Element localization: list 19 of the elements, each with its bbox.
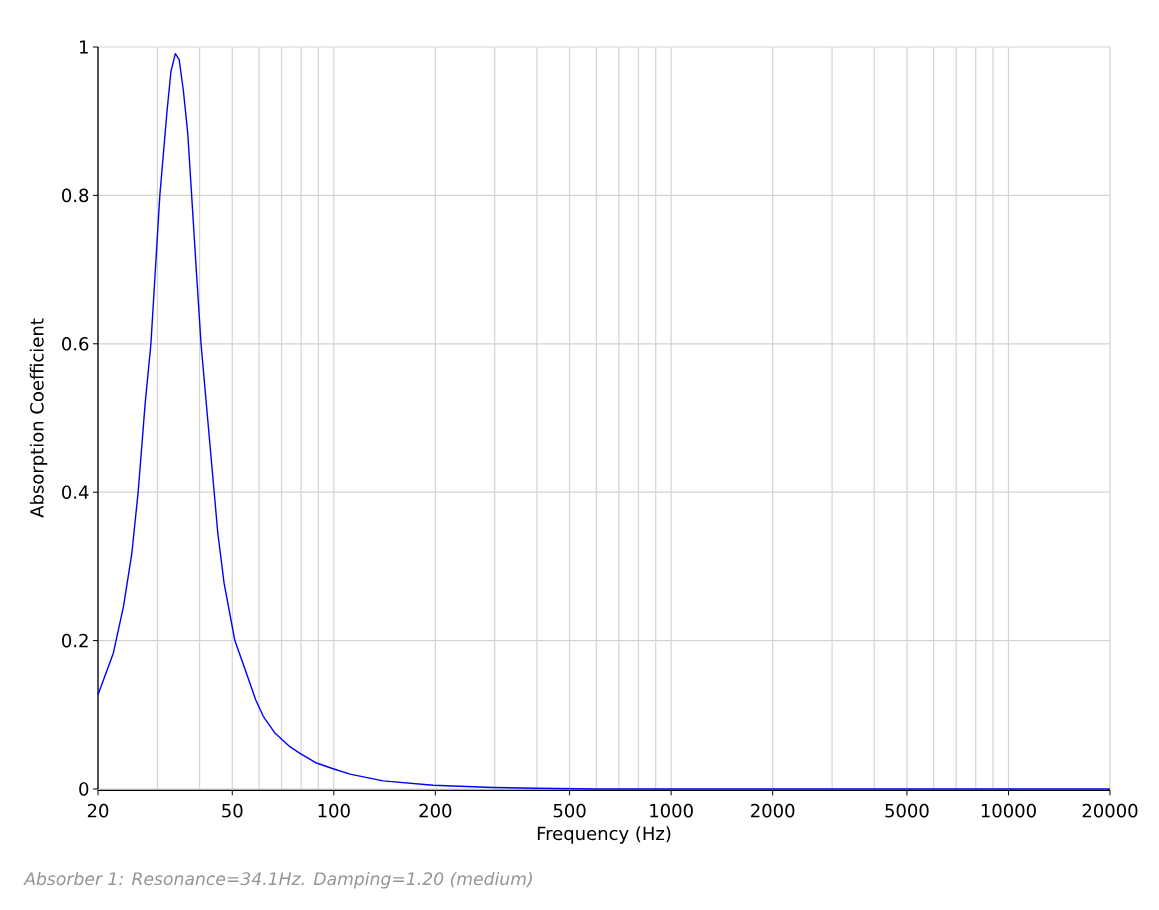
y-tick-label: 0: [79, 782, 89, 796]
y-tick-label: 0.8: [62, 188, 89, 203]
y-tick-label: 0.6: [62, 336, 89, 351]
x-tick-label: 20000: [1082, 803, 1138, 818]
x-tick-label: 2000: [751, 803, 795, 818]
text: Absorber 1: Resonance=34.1Hz. Damping=1.20 (medium): [23, 871, 532, 889]
x-tick-label: 50: [222, 803, 243, 818]
x-tick-label: 20: [87, 803, 109, 818]
y-tick-label: 0.2: [62, 633, 88, 648]
y-tick-label: 0.4: [62, 485, 89, 499]
x-tick-label: 1000: [650, 803, 693, 818]
x-tick-label: 10000: [981, 803, 1036, 818]
x-axis-title: Frequency (Hz): [537, 826, 671, 844]
y-tick-label: 1: [80, 40, 88, 54]
x-tick-label: 100: [318, 803, 350, 818]
x-tick-label: 5000: [885, 803, 929, 818]
x-tick-label: 500: [553, 803, 586, 818]
x-tick-label: 200: [419, 803, 452, 818]
y-axis-title: Absorption Coefficient: [29, 318, 48, 518]
